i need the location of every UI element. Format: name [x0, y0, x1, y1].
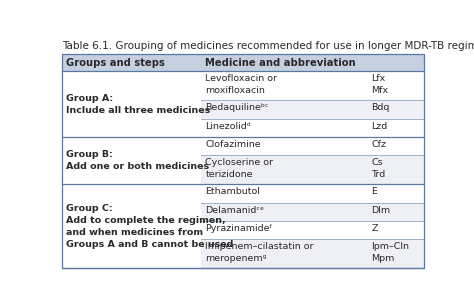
Text: Levofloxacin or
moxifloxacin: Levofloxacin or moxifloxacin: [205, 74, 277, 95]
Text: Ipm–Cln
Mpm: Ipm–Cln Mpm: [372, 242, 410, 263]
Text: Delamanidᶜᵉ: Delamanidᶜᵉ: [205, 206, 264, 215]
Text: E: E: [372, 188, 377, 196]
Text: Table 6.1. Grouping of medicines recommended for use in longer MDR-TB regimensᵃ: Table 6.1. Grouping of medicines recomme…: [63, 41, 474, 51]
Text: Ethambutol: Ethambutol: [205, 188, 260, 196]
Bar: [201, 239, 423, 268]
Text: Cycloserine or
terizidone: Cycloserine or terizidone: [205, 158, 273, 179]
Text: Group C:
Add to complete the regimen,
and when medicines from
Groups A and B can: Group C: Add to complete the regimen, an…: [66, 204, 234, 249]
Bar: [201, 203, 423, 221]
Text: Z: Z: [372, 224, 378, 233]
Text: Linezolidᵈ: Linezolidᵈ: [205, 122, 251, 131]
Text: Group A:
Include all three medicines: Group A: Include all three medicines: [66, 94, 210, 114]
Text: Lzd: Lzd: [372, 122, 388, 131]
Text: Imipenem–cilastatin or
meropenemᵍ: Imipenem–cilastatin or meropenemᵍ: [205, 242, 314, 263]
Text: Cs
Trd: Cs Trd: [372, 158, 386, 179]
Text: Groups and steps: Groups and steps: [66, 58, 165, 68]
Bar: [201, 155, 423, 184]
Text: Bdq: Bdq: [372, 103, 390, 113]
Text: Bedaquilineᵇᶜ: Bedaquilineᵇᶜ: [205, 103, 269, 113]
Text: Cfz: Cfz: [372, 140, 386, 149]
Bar: [63, 54, 423, 71]
Bar: [201, 100, 423, 119]
Text: Lfx
Mfx: Lfx Mfx: [372, 74, 389, 95]
Text: Dlm: Dlm: [372, 206, 391, 215]
Text: Medicine and abbreviation: Medicine and abbreviation: [205, 58, 356, 68]
Text: Group B:
Add one or both medicines: Group B: Add one or both medicines: [66, 150, 210, 171]
Text: Clofazimine: Clofazimine: [205, 140, 261, 149]
Text: Pyrazinamideᶠ: Pyrazinamideᶠ: [205, 224, 273, 233]
